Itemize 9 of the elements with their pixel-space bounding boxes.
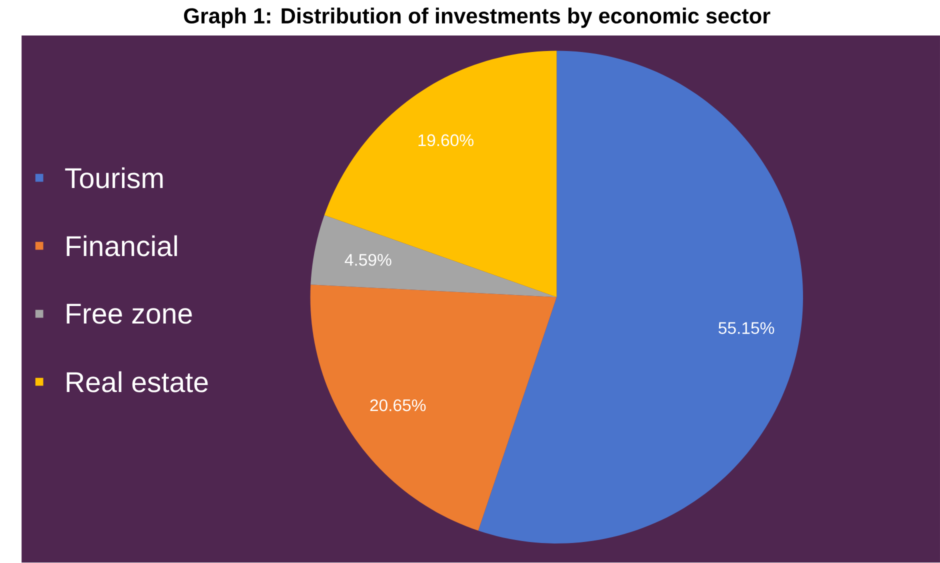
- legend-label: Real estate: [66, 371, 208, 392]
- legend-label: Tourism: [65, 167, 163, 188]
- data-label: 19.60%: [418, 134, 474, 146]
- chart-title: Graph 1: Distribution of investments by economic sector: [184, 8, 770, 28]
- legend-label: Financial: [66, 235, 177, 256]
- data-label: 55.15%: [718, 322, 774, 334]
- data-label: 20.65%: [370, 400, 426, 412]
- data-label: 4.59%: [344, 254, 392, 266]
- legend-label: Free zone: [66, 304, 192, 324]
